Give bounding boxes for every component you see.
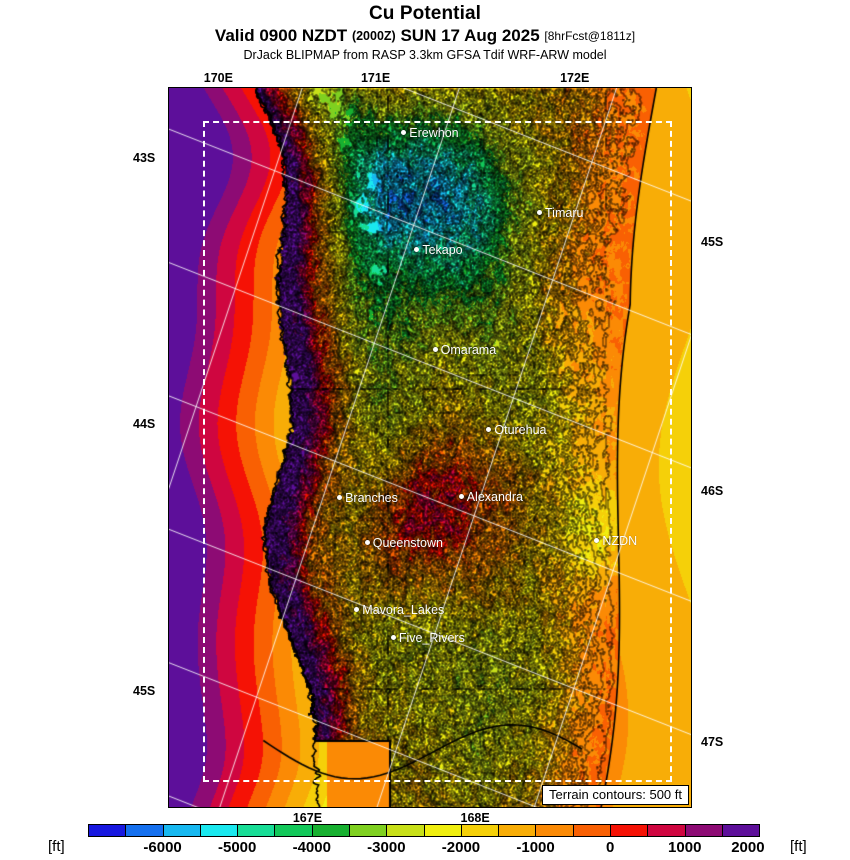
colorbar-tick: -4000 xyxy=(292,839,331,856)
colorbar-tick: 0 xyxy=(605,839,615,856)
colorbar-swatch xyxy=(312,825,350,836)
colorbar-tick: -5000 xyxy=(217,839,257,856)
terrain-contour-legend: Terrain contours: 500 ft xyxy=(542,785,689,805)
lat-label-right: 47S xyxy=(701,734,724,749)
colorbar-swatch xyxy=(610,825,649,836)
colorbar-swatch xyxy=(349,825,388,836)
lon-label-top: 172E xyxy=(560,71,590,85)
colorbar-swatch xyxy=(163,825,201,836)
colorbar-unit-left: [ft] xyxy=(48,838,65,855)
colorbar-swatch xyxy=(89,825,127,836)
colorbar-swatches xyxy=(88,824,760,837)
lon-label-top: 170E xyxy=(203,71,233,85)
map-container: Erewhon Timaru Tekapo Omarama Oturehua Branch… xyxy=(133,71,723,825)
colorbar-unit-right: [ft] xyxy=(790,838,807,855)
colorbar-swatch xyxy=(499,825,537,836)
lat-label-right: 45S xyxy=(701,235,724,249)
map-plot-area[interactable]: Erewhon Timaru Tekapo Omarama Oturehua Branch… xyxy=(168,87,692,808)
colorbar-tick: -6000 xyxy=(143,839,182,856)
page-header: Cu Potential Valid 0900 NZDT (2000Z) SUN… xyxy=(0,0,850,63)
lat-label-left: 43S xyxy=(133,150,156,165)
lon-label-top: 171E xyxy=(360,71,391,85)
colorbar-swatch xyxy=(387,825,425,836)
valid-date-text: SUN 17 Aug 2025 xyxy=(400,26,540,45)
valid-time-zulu: (2000Z) xyxy=(351,29,396,43)
lon-label-bottom: 168E xyxy=(460,811,490,825)
colorbar-swatch xyxy=(536,825,574,836)
colorbar-swatch xyxy=(722,825,760,836)
colorbar-swatch xyxy=(126,825,164,836)
colorbar-tick: -1000 xyxy=(516,839,555,856)
forecast-hour-text: [8hrFcst@1811z] xyxy=(544,29,636,43)
lon-label-bottom: 167E xyxy=(292,811,323,825)
colorbar-tick: 2000 xyxy=(731,839,765,856)
colorbar-tick-labels: -6000 -5000 -4000 -3000 -2000 -1000 0 1000 2000 xyxy=(88,839,764,859)
forecast-raster xyxy=(169,88,691,807)
colorbar-swatch xyxy=(238,825,276,836)
lat-label-left: 45S xyxy=(133,684,156,699)
colorbar-swatch xyxy=(685,825,723,836)
colorbar-tick: -3000 xyxy=(367,839,406,856)
lat-label-left: 44S xyxy=(133,417,156,432)
colorbar-tick: -2000 xyxy=(441,839,481,856)
colorbar-tick: 1000 xyxy=(668,839,702,856)
colorbar-swatch xyxy=(424,825,462,836)
lat-label-right: 46S xyxy=(701,483,724,498)
page-title: Cu Potential xyxy=(368,3,482,24)
colorbar-swatch xyxy=(200,825,239,836)
valid-time-text: Valid 0900 NZDT xyxy=(214,26,348,45)
model-source-line: DrJack BLIPMAP from RASP 3.3km GFSA Tdif… xyxy=(243,48,607,62)
colorbar-swatch xyxy=(275,825,313,836)
colorbar-swatch xyxy=(573,825,611,836)
colorbar-swatch xyxy=(461,825,500,836)
colorbar-container: [ft] -6000 -5000 -4000 -3000 -2000 -1000 0 1000… xyxy=(0,822,850,860)
valid-time-line: Valid 0900 NZDT (2000Z) SUN 17 Aug 2025 … xyxy=(0,25,850,47)
colorbar-swatch xyxy=(648,825,686,836)
